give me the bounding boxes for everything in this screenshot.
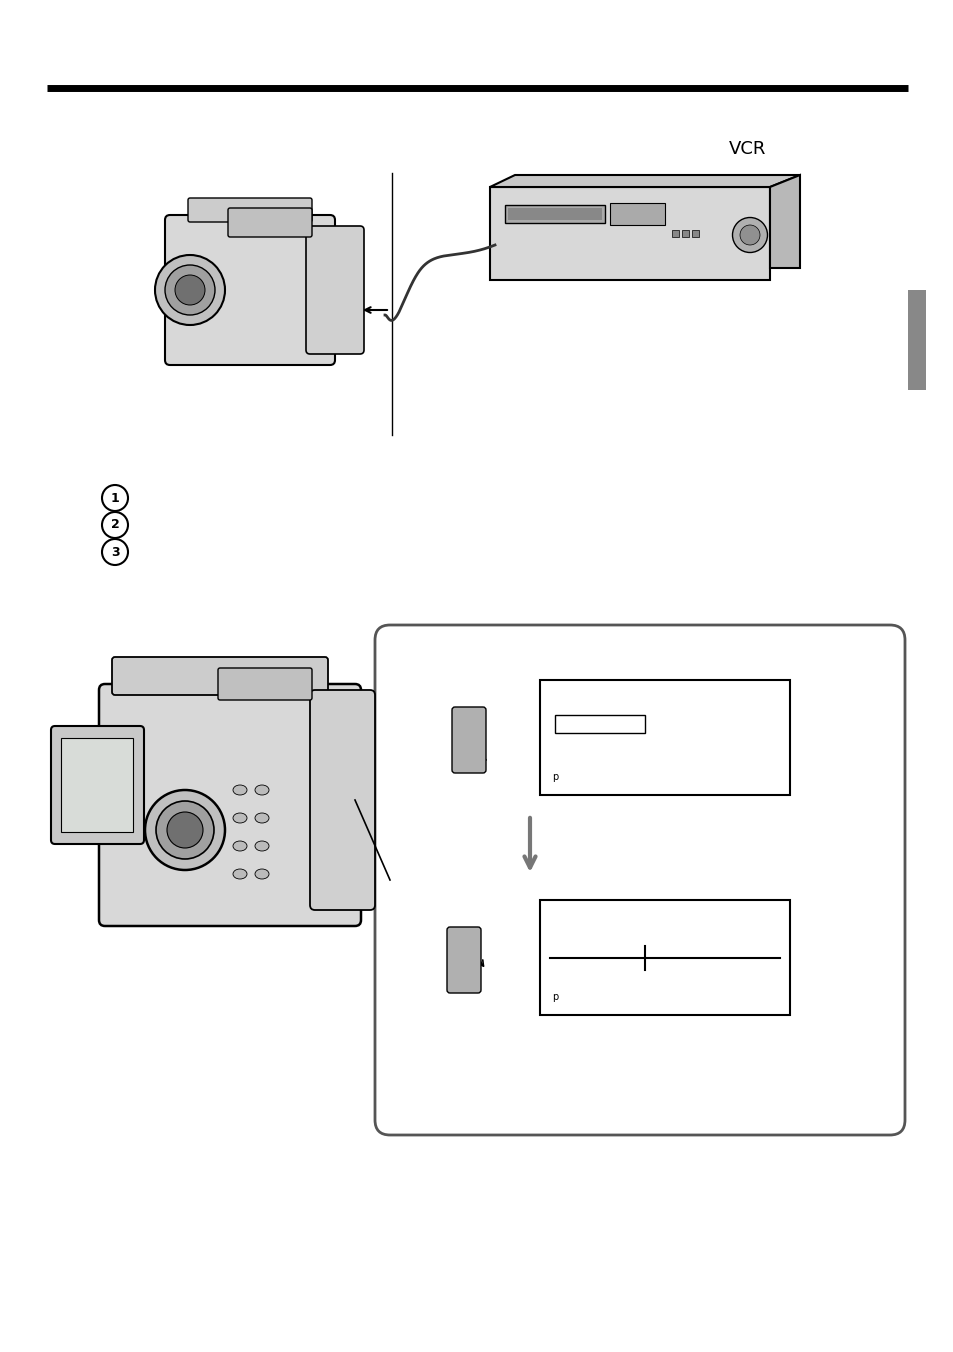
Ellipse shape	[145, 790, 225, 869]
Text: p: p	[552, 992, 558, 1002]
Bar	[671, 230, 679, 237]
Text: p: p	[552, 772, 558, 781]
Text: 3: 3	[111, 545, 119, 558]
Ellipse shape	[154, 256, 225, 324]
Text: VCR: VCR	[728, 141, 766, 158]
FancyBboxPatch shape	[51, 726, 144, 844]
Ellipse shape	[233, 869, 247, 879]
Bar	[609, 203, 664, 224]
FancyBboxPatch shape	[310, 690, 375, 910]
FancyBboxPatch shape	[188, 197, 312, 222]
FancyBboxPatch shape	[306, 226, 364, 354]
Ellipse shape	[233, 841, 247, 850]
Ellipse shape	[233, 786, 247, 795]
Polygon shape	[769, 174, 800, 268]
Text: 2: 2	[111, 519, 119, 531]
Bar	[507, 208, 601, 220]
Ellipse shape	[254, 841, 269, 850]
Ellipse shape	[167, 813, 203, 848]
Bar	[681, 230, 688, 237]
FancyBboxPatch shape	[228, 208, 312, 237]
Bar	[61, 738, 132, 831]
Bar	[555, 715, 644, 733]
Circle shape	[102, 485, 128, 511]
Bar	[907, 289, 925, 389]
Ellipse shape	[732, 218, 767, 253]
FancyBboxPatch shape	[375, 625, 904, 1134]
FancyBboxPatch shape	[99, 684, 360, 926]
Ellipse shape	[233, 813, 247, 823]
FancyBboxPatch shape	[447, 927, 480, 992]
FancyBboxPatch shape	[112, 657, 328, 695]
FancyBboxPatch shape	[218, 668, 312, 700]
Circle shape	[102, 539, 128, 565]
Ellipse shape	[254, 869, 269, 879]
FancyBboxPatch shape	[490, 187, 769, 280]
Circle shape	[102, 512, 128, 538]
FancyBboxPatch shape	[165, 215, 335, 365]
Ellipse shape	[156, 800, 213, 859]
Ellipse shape	[165, 265, 214, 315]
Bar	[691, 230, 699, 237]
Bar	[504, 206, 604, 223]
Ellipse shape	[174, 274, 205, 306]
Polygon shape	[490, 174, 800, 187]
Ellipse shape	[740, 224, 760, 245]
Text: 1: 1	[111, 492, 119, 504]
Ellipse shape	[254, 813, 269, 823]
Bar	[539, 900, 789, 1015]
Ellipse shape	[254, 786, 269, 795]
Bar	[539, 680, 789, 795]
FancyBboxPatch shape	[452, 707, 485, 773]
